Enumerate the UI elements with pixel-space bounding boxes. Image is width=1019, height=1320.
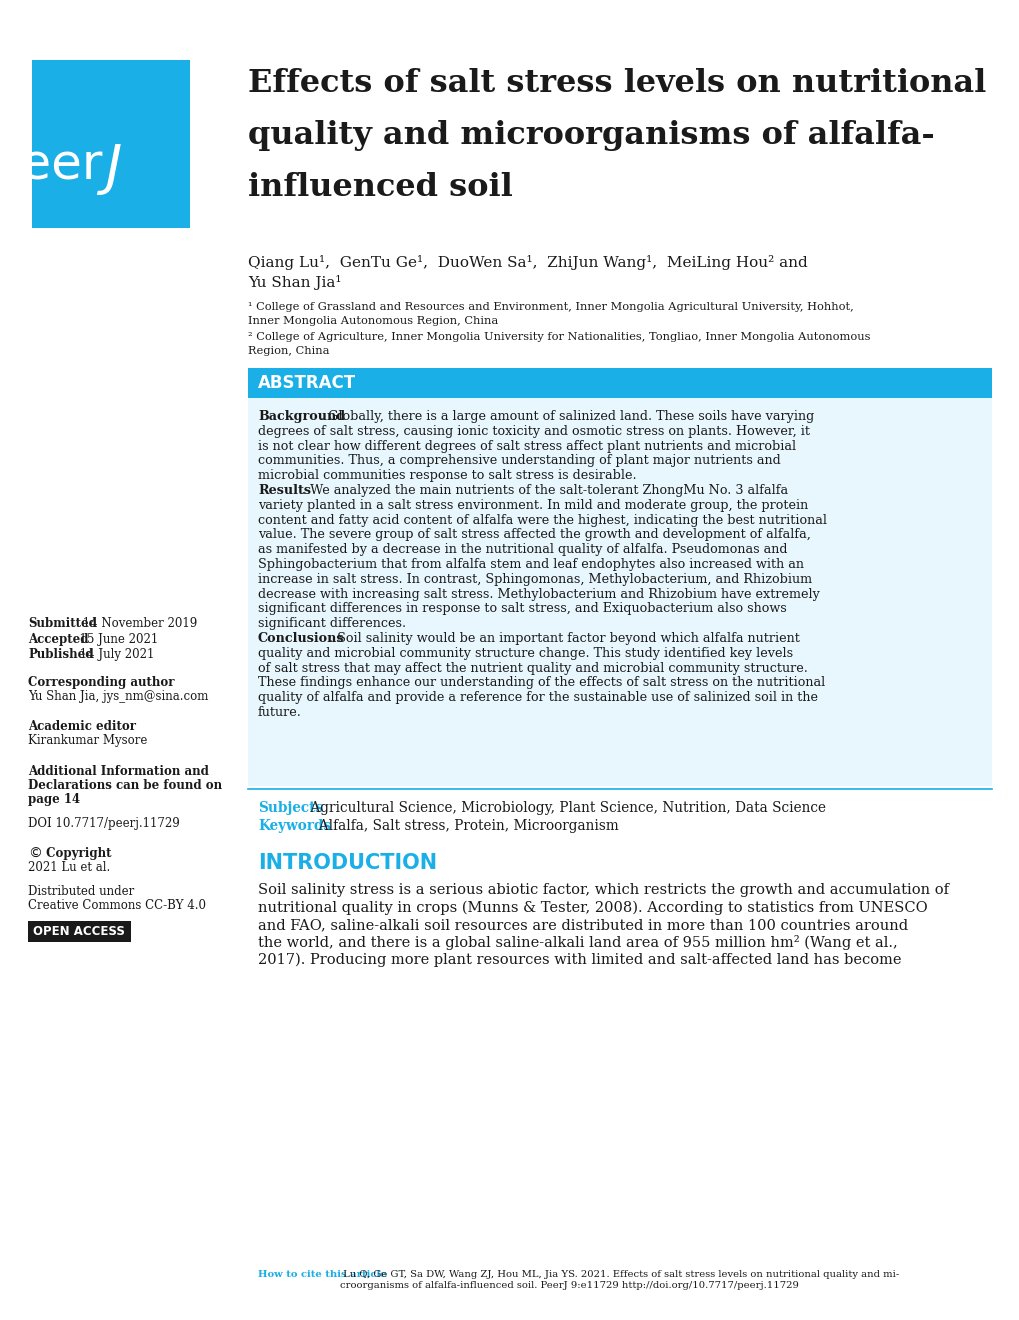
Text: How to cite this article: How to cite this article [258, 1270, 386, 1279]
Text: 14 November 2019: 14 November 2019 [78, 616, 197, 630]
Text: communities. Thus, a comprehensive understanding of plant major nutrients and: communities. Thus, a comprehensive under… [258, 454, 780, 467]
Bar [28, 921, 130, 942]
Text: Declarations can be found on: Declarations can be found on [28, 779, 222, 792]
Text: Copyright: Copyright [42, 847, 111, 861]
Text: nutritional quality in crops (Munns & Tester, 2008). According to statistics fro: nutritional quality in crops (Munns & Te… [258, 900, 927, 915]
Text: These findings enhance our understanding of the effects of salt stress on the nu: These findings enhance our understanding… [258, 676, 824, 689]
Text: DOI 10.7717/peerj.11729: DOI 10.7717/peerj.11729 [28, 817, 179, 830]
Text: as manifested by a decrease in the nutritional quality of alfalfa. Pseudomonas a: as manifested by a decrease in the nutri… [258, 544, 787, 556]
Text: ² College of Agriculture, Inner Mongolia University for Nationalities, Tongliao,: ² College of Agriculture, Inner Mongolia… [248, 333, 869, 342]
Text: Subjects: Subjects [258, 801, 323, 814]
Text: 2021 Lu et al.: 2021 Lu et al. [28, 861, 110, 874]
Text: quality and microbial community structure change. This study identified key leve: quality and microbial community structur… [258, 647, 793, 660]
Text: INTRODUCTION: INTRODUCTION [258, 853, 437, 873]
Text: degrees of salt stress, causing ionic toxicity and osmotic stress on plants. How: degrees of salt stress, causing ionic to… [258, 425, 809, 438]
Text: page 14: page 14 [28, 793, 81, 807]
Text: variety planted in a salt stress environment. In mild and moderate group, the pr: variety planted in a salt stress environ… [258, 499, 807, 512]
Text: quality of alfalfa and provide a reference for the sustainable use of salinized : quality of alfalfa and provide a referen… [258, 692, 817, 704]
Text: Peer: Peer [0, 140, 103, 189]
Text: Conclusions: Conclusions [258, 632, 344, 645]
Text: decrease with increasing salt stress. Methylobacterium and Rhizobium have extrem: decrease with increasing salt stress. Me… [258, 587, 819, 601]
Text: Corresponding author: Corresponding author [28, 676, 174, 689]
Text: future.: future. [258, 706, 302, 719]
Text: 15 June 2021: 15 June 2021 [72, 632, 158, 645]
Text: the world, and there is a global saline-alkali land area of 955 million hm² (Wan: the world, and there is a global saline-… [258, 936, 897, 950]
Text: 14 July 2021: 14 July 2021 [76, 648, 154, 661]
Text: 2017). Producing more plant resources with limited and salt-affected land has be: 2017). Producing more plant resources wi… [258, 953, 901, 968]
Text: Results: Results [258, 484, 311, 498]
Text: Accepted: Accepted [28, 632, 89, 645]
Text: ABSTRACT: ABSTRACT [258, 374, 356, 392]
Text: Published: Published [28, 648, 94, 661]
Text: . We analyzed the main nutrients of the salt-tolerant ZhongMu No. 3 alfalfa: . We analyzed the main nutrients of the … [302, 484, 788, 498]
Text: microbial communities response to salt stress is desirable.: microbial communities response to salt s… [258, 469, 636, 482]
Text: Region, China: Region, China [248, 346, 329, 356]
Text: ¹ College of Grassland and Resources and Environment, Inner Mongolia Agricultura: ¹ College of Grassland and Resources and… [248, 302, 853, 312]
Text: content and fatty acid content of alfalfa were the highest, indicating the best : content and fatty acid content of alfalf… [258, 513, 826, 527]
Text: increase in salt stress. In contrast, Sphingomonas, Methylobacterium, and Rhizob: increase in salt stress. In contrast, Sp… [258, 573, 811, 586]
Text: Kirankumar Mysore: Kirankumar Mysore [28, 734, 147, 747]
Text: significant differences in response to salt stress, and Exiquobacterium also sho: significant differences in response to s… [258, 602, 786, 615]
Text: influenced soil: influenced soil [248, 172, 513, 203]
Text: Inner Mongolia Autonomous Region, China: Inner Mongolia Autonomous Region, China [248, 315, 497, 326]
Text: significant differences.: significant differences. [258, 618, 406, 630]
Text: Lu Q, Ge GT, Sa DW, Wang ZJ, Hou ML, Jia YS. 2021. Effects of salt stress levels: Lu Q, Ge GT, Sa DW, Wang ZJ, Hou ML, Jia… [339, 1270, 899, 1279]
Text: Yu Shan Jia¹: Yu Shan Jia¹ [248, 275, 341, 290]
Text: Background: Background [258, 411, 344, 422]
Text: J: J [105, 141, 121, 194]
Text: is not clear how different degrees of salt stress affect plant nutrients and mic: is not clear how different degrees of sa… [258, 440, 796, 453]
Bar [248, 368, 991, 399]
Text: Qiang Lu¹,  GenTu Ge¹,  DuoWen Sa¹,  ZhiJun Wang¹,  MeiLing Hou² and: Qiang Lu¹, GenTu Ge¹, DuoWen Sa¹, ZhiJun… [248, 255, 807, 271]
Text: Sphingobacterium that from alfalfa stem and leaf endophytes also increased with : Sphingobacterium that from alfalfa stem … [258, 558, 803, 572]
Text: ©: © [28, 847, 42, 861]
Text: of salt stress that may affect the nutrient quality and microbial community stru: of salt stress that may affect the nutri… [258, 661, 807, 675]
Bar [32, 59, 190, 228]
Text: . Globally, there is a large amount of salinized land. These soils have varying: . Globally, there is a large amount of s… [320, 411, 813, 422]
Text: Agricultural Science, Microbiology, Plant Science, Nutrition, Data Science: Agricultural Science, Microbiology, Plan… [306, 801, 825, 814]
Text: Creative Commons CC-BY 4.0: Creative Commons CC-BY 4.0 [28, 899, 206, 912]
Text: croorganisms of alfalfa-influenced soil. PeerJ 9:e11729 http://doi.org/10.7717/p: croorganisms of alfalfa-influenced soil.… [339, 1280, 798, 1290]
Text: Soil salinity stress is a serious abiotic factor, which restricts the growth and: Soil salinity stress is a serious abioti… [258, 883, 948, 898]
Text: OPEN ACCESS: OPEN ACCESS [33, 925, 124, 939]
Text: Submitted: Submitted [28, 616, 97, 630]
Text: Yu Shan Jia, jys_nm@sina.com: Yu Shan Jia, jys_nm@sina.com [28, 690, 208, 704]
Text: Distributed under: Distributed under [28, 884, 135, 898]
Text: quality and microorganisms of alfalfa-: quality and microorganisms of alfalfa- [248, 120, 933, 150]
Bar [248, 399, 991, 785]
Text: Alfalfa, Salt stress, Protein, Microorganism: Alfalfa, Salt stress, Protein, Microorga… [310, 818, 619, 833]
Text: Additional Information and: Additional Information and [28, 766, 209, 777]
Text: Keywords: Keywords [258, 818, 331, 833]
Text: Academic editor: Academic editor [28, 719, 136, 733]
Text: value. The severe group of salt stress affected the growth and development of al: value. The severe group of salt stress a… [258, 528, 810, 541]
Text: Effects of salt stress levels on nutritional: Effects of salt stress levels on nutriti… [248, 69, 985, 99]
Text: . Soil salinity would be an important factor beyond which alfalfa nutrient: . Soil salinity would be an important fa… [329, 632, 799, 645]
Text: and FAO, saline-alkali soil resources are distributed in more than 100 countries: and FAO, saline-alkali soil resources ar… [258, 917, 907, 932]
